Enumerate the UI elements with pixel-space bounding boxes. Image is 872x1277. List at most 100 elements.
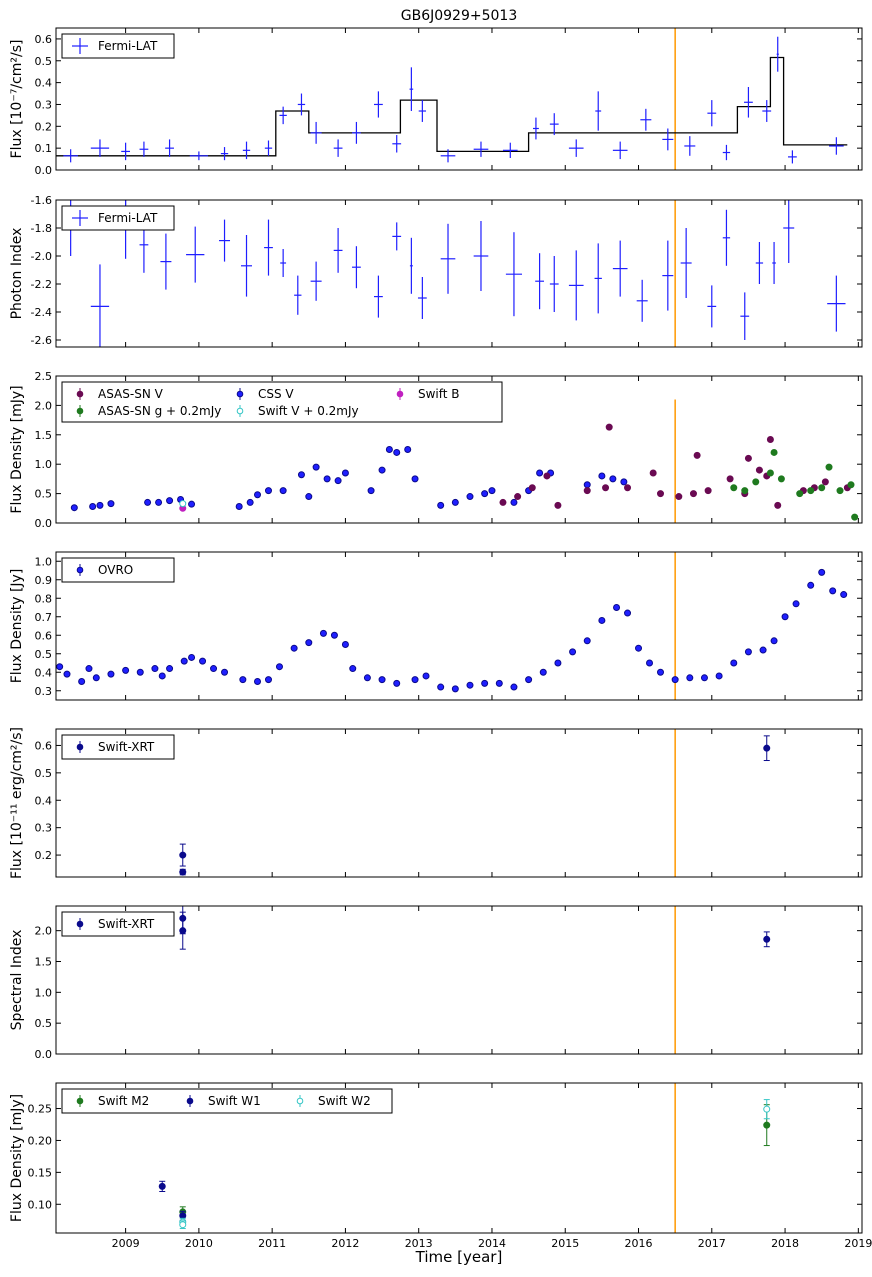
bayesian-blocks-step [56,56,848,157]
y-tick-label: 0.6 [35,33,53,46]
data-point [70,504,78,512]
data-point [715,672,723,680]
data-point [367,487,375,495]
y-tick-label: 0.2 [35,120,53,133]
data-point [840,591,848,599]
data-point [466,493,474,501]
y-tick-label: 1.0 [35,458,53,471]
data-point [221,668,229,676]
data-point [704,487,712,495]
data-point [323,475,331,483]
legend-box [61,205,175,231]
y-tick-label: 1.0 [35,555,53,568]
data-point [188,500,196,508]
data-point [466,681,474,689]
data-point [393,679,401,687]
y-axis-label: Flux Density [Jy] [9,569,25,684]
data-layer [179,729,771,877]
x-tick-label: 2010 [185,1237,213,1250]
data-point [385,446,393,453]
panel-frame [55,728,863,878]
data-point [759,646,767,654]
y-tick-label: 0.6 [35,739,53,752]
data-point [624,484,632,492]
data-point [763,935,771,943]
data-point [755,466,763,474]
data-point [179,851,187,859]
legend-marker [396,390,404,398]
data-point [825,463,833,471]
data-point [330,631,338,639]
panel-fermi-index: -2.6 -2.4 -2.2 -2.0 -1.8 -1.6 Photon Index Ferm… [9,194,863,348]
data-point [107,500,115,508]
data-point [312,463,320,471]
data-point [96,501,104,509]
legend-label: Fermi-LAT [98,39,158,53]
y-tick-label: 1.5 [35,956,53,969]
data-point [807,581,815,589]
y-tick-label: 0.5 [35,488,53,501]
data-layer [56,552,848,700]
data-point [279,487,287,495]
data-point [689,490,697,498]
data-point [297,471,305,479]
y-tick-label: 2.0 [35,925,53,938]
data-point [136,668,144,676]
data-point [686,674,694,682]
data-point [179,868,187,876]
panel-frame [55,199,863,348]
data-point [290,644,298,652]
data-point [341,641,349,648]
data-layer [179,906,771,1054]
data-point [188,653,196,661]
y-tick-label: 0.3 [35,822,53,835]
data-point [180,657,188,665]
y-tick-label: 0.5 [35,55,53,68]
data-point [264,487,272,495]
data-point [763,1105,771,1113]
data-point [847,481,855,489]
legend-box [61,734,175,760]
data-point [554,659,562,667]
data-point [536,469,544,477]
data-point [583,481,591,489]
data-point [246,498,254,506]
x-tick-label: 2009 [112,1237,140,1250]
panel-frame [55,551,863,701]
legend-label: Swift-XRT [98,917,155,931]
data-point [569,648,577,656]
data-point [598,616,606,624]
y-axis-label: Flux [10⁻¹¹ erg/cm²/s] [9,727,25,879]
y-tick-label: 0.4 [35,666,53,679]
data-point [305,639,313,647]
legend-marker [236,407,244,415]
data-point [693,451,701,459]
y-tick-label: -1.8 [31,222,52,235]
data-point [495,679,503,687]
data-point [774,501,782,509]
data-point [539,668,547,676]
y-tick-label: 0.15 [28,1166,53,1179]
data-point [63,670,71,678]
legend-label: Swift W2 [318,1094,371,1108]
y-axis-label: Flux [10⁻⁷/cm²/s] [9,40,25,159]
data-point [744,648,752,656]
legend-label: Swift-XRT [98,740,155,754]
data-point [199,657,207,665]
y-tick-label: 0.0 [35,1048,53,1061]
data-point [378,466,386,474]
data-point [514,493,522,501]
x-tick-label: 2019 [844,1237,872,1250]
y-tick-label: 0.10 [28,1198,53,1211]
data-point [777,475,785,483]
panel-uvot: 0.10 0.15 0.20 0.25 2009 2010 2011 2012 2013 2014… [9,1082,872,1250]
data-point [264,676,272,684]
legend-box [61,381,503,423]
data-point [89,503,97,511]
y-axis-label: Flux Density [mJy] [9,385,25,513]
data-point [363,674,371,682]
y-tick-label: -2.0 [31,250,52,263]
data-point [437,683,445,691]
